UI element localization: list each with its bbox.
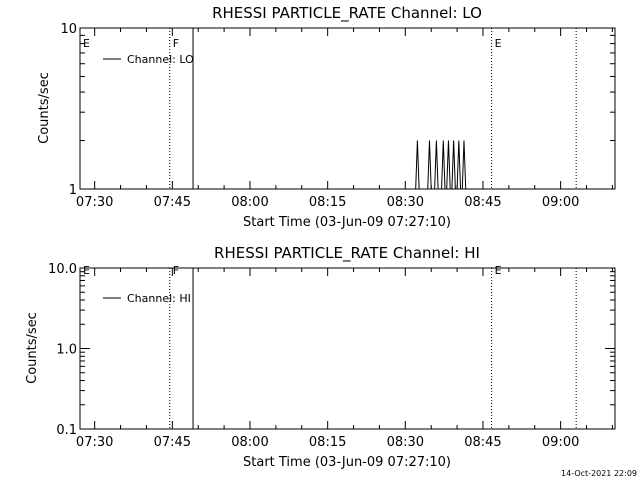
x-tick-label: 07:30 xyxy=(76,435,113,450)
y-tick-label: 1.0 xyxy=(56,343,77,358)
y-axis-label-hi: Counts/sec xyxy=(25,312,40,384)
x-tick-label: 07:45 xyxy=(154,195,191,210)
y-tick-label: 10.0 xyxy=(48,262,77,277)
x-tick-label: 08:00 xyxy=(231,435,268,450)
x-tick-label: 08:15 xyxy=(309,195,346,210)
x-tick-label: 09:00 xyxy=(542,435,579,450)
x-tick-label: 07:30 xyxy=(76,195,113,210)
x-tick-label: 08:30 xyxy=(387,195,424,210)
x-tick-label: 08:45 xyxy=(464,435,501,450)
event-marker-label: E xyxy=(83,37,90,50)
x-tick-label: 08:30 xyxy=(387,435,424,450)
panel-lo: RHESSI PARTICLE_RATE Channel: LO Counts/… xyxy=(37,4,616,230)
event-marker-label: E xyxy=(83,264,90,277)
event-marker-label: E xyxy=(495,264,502,277)
x-tick-label: 07:45 xyxy=(154,435,191,450)
series-line xyxy=(415,140,467,190)
panel-hi: RHESSI PARTICLE_RATE Channel: HI Counts/… xyxy=(25,244,616,470)
x-tick-label: 09:00 xyxy=(542,195,579,210)
y-tick-label: 1 xyxy=(69,183,77,198)
y-axis-label-lo: Counts/sec xyxy=(37,72,52,144)
footer-timestamp: 14-Oct-2021 22:09 xyxy=(561,469,637,478)
x-tick-label: 08:15 xyxy=(309,435,346,450)
plot-frame xyxy=(79,27,616,190)
event-marker-label: E xyxy=(495,37,502,50)
x-axis-label-hi: Start Time (03-Jun-09 07:27:10) xyxy=(243,455,451,470)
plot-area-lo: 07:30 07:45 08:00 08:15 08:30 08:45 09:00 1 10 E F… xyxy=(60,22,616,210)
x-tick-label: 08:00 xyxy=(231,195,268,210)
plot-area-hi: 07:30 07:45 08:00 08:15 08:30 08:45 09:00 0.1 1.… xyxy=(48,262,616,450)
x-tick-label: 08:45 xyxy=(464,195,501,210)
x-axis-label-lo: Start Time (03-Jun-09 07:27:10) xyxy=(243,215,451,230)
chart-title-hi: RHESSI PARTICLE_RATE Channel: HI xyxy=(214,244,480,263)
legend-label-hi: Channel: HI xyxy=(127,292,191,305)
y-tick-label: 10 xyxy=(60,22,77,37)
legend-label-lo: Channel: LO xyxy=(127,53,194,66)
event-marker-label: F xyxy=(173,37,179,50)
y-tick-label: 0.1 xyxy=(56,423,77,438)
chart-title-lo: RHESSI PARTICLE_RATE Channel: LO xyxy=(212,4,482,23)
event-marker-label: F xyxy=(173,264,179,277)
